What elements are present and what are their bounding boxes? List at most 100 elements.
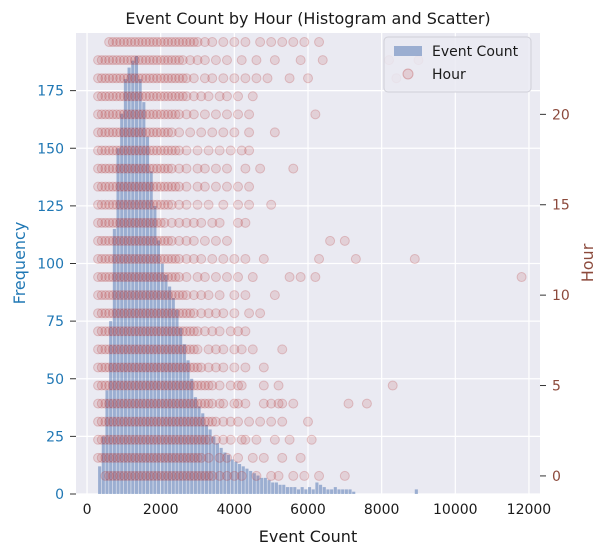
scatter-point — [159, 326, 170, 337]
scatter-point — [170, 73, 181, 84]
scatter-point — [96, 380, 107, 391]
scatter-point — [115, 326, 126, 337]
scatter-point — [111, 290, 122, 301]
scatter-point — [174, 344, 185, 355]
scatter-point — [152, 470, 163, 481]
scatter-point — [115, 181, 126, 192]
scatter-point — [181, 290, 192, 301]
scatter-point — [144, 416, 155, 427]
scatter-point — [140, 398, 151, 409]
histogram-bar — [289, 487, 293, 494]
scatter-point — [126, 55, 137, 66]
legend: Event Count Hour — [383, 36, 532, 93]
scatter-point — [185, 344, 196, 355]
scatter-point — [118, 434, 129, 445]
histogram-bar — [249, 470, 253, 494]
scatter-point — [188, 362, 199, 373]
scatter-point — [129, 181, 140, 192]
histogram-bar — [315, 482, 319, 494]
scatter-point — [163, 91, 174, 102]
scatter-point — [214, 145, 225, 156]
scatter-point — [181, 73, 192, 84]
scatter-point — [129, 272, 140, 283]
scatter-point — [174, 326, 185, 337]
scatter-point — [100, 434, 111, 445]
scatter-point — [240, 253, 251, 264]
scatter-point — [118, 380, 129, 391]
scatter-point — [233, 452, 244, 463]
scatter-point — [96, 416, 107, 427]
scatter-point — [126, 145, 137, 156]
scatter-point — [152, 326, 163, 337]
scatter-point — [122, 434, 133, 445]
histogram-bar — [116, 148, 120, 494]
scatter-point — [199, 73, 210, 84]
scatter-point — [140, 235, 151, 246]
scatter-point — [174, 55, 185, 66]
scatter-point — [111, 91, 122, 102]
scatter-point — [148, 308, 159, 319]
scatter-point — [163, 362, 174, 373]
scatter-point — [93, 91, 104, 102]
scatter-point — [192, 55, 203, 66]
scatter-point — [122, 452, 133, 463]
scatter-point — [96, 55, 107, 66]
scatter-point — [188, 452, 199, 463]
scatter-point — [210, 344, 221, 355]
scatter-point — [185, 55, 196, 66]
scatter-point — [115, 416, 126, 427]
x-tick-label: 10000 — [433, 502, 478, 518]
scatter-point — [133, 37, 144, 48]
scatter-point — [137, 145, 148, 156]
scatter-point — [126, 344, 137, 355]
scatter-point — [192, 199, 203, 210]
scatter-point — [159, 308, 170, 319]
scatter-point — [152, 127, 163, 138]
scatter-point — [192, 163, 203, 174]
scatter-point — [100, 290, 111, 301]
histogram-bar — [157, 240, 161, 494]
scatter-point — [181, 272, 192, 283]
scatter-point — [93, 362, 104, 373]
scatter-point — [115, 290, 126, 301]
scatter-point — [192, 145, 203, 156]
scatter-point — [199, 55, 210, 66]
scatter-point — [177, 344, 188, 355]
scatter-point — [133, 127, 144, 138]
scatter-point — [251, 434, 262, 445]
scatter-point — [140, 326, 151, 337]
scatter-point — [159, 109, 170, 120]
scatter-point — [111, 199, 122, 210]
scatter-point — [244, 127, 255, 138]
scatter-point — [122, 91, 133, 102]
scatter-point — [96, 344, 107, 355]
scatter-point — [144, 127, 155, 138]
scatter-point — [188, 235, 199, 246]
scatter-point — [111, 253, 122, 264]
histogram-bar — [101, 436, 105, 494]
scatter-point — [210, 55, 221, 66]
scatter-point — [144, 73, 155, 84]
scatter-point — [148, 326, 159, 337]
scatter-point — [188, 109, 199, 120]
scatter-point — [240, 217, 251, 228]
scatter-point — [148, 434, 159, 445]
scatter-point — [339, 470, 350, 481]
scatter-point — [163, 470, 174, 481]
scatter-point — [152, 55, 163, 66]
scatter-point — [122, 398, 133, 409]
scatter-point — [199, 380, 210, 391]
scatter-point — [317, 55, 328, 66]
scatter-point — [126, 470, 137, 481]
scatter-point — [107, 380, 118, 391]
scatter-point — [111, 55, 122, 66]
scatter-point — [177, 308, 188, 319]
scatter-point — [148, 470, 159, 481]
scatter-point — [100, 109, 111, 120]
scatter-point — [163, 55, 174, 66]
histogram-bar — [105, 390, 109, 494]
scatter-point — [240, 434, 251, 445]
scatter-point — [129, 344, 140, 355]
scatter-point — [148, 235, 159, 246]
scatter-point — [118, 416, 129, 427]
